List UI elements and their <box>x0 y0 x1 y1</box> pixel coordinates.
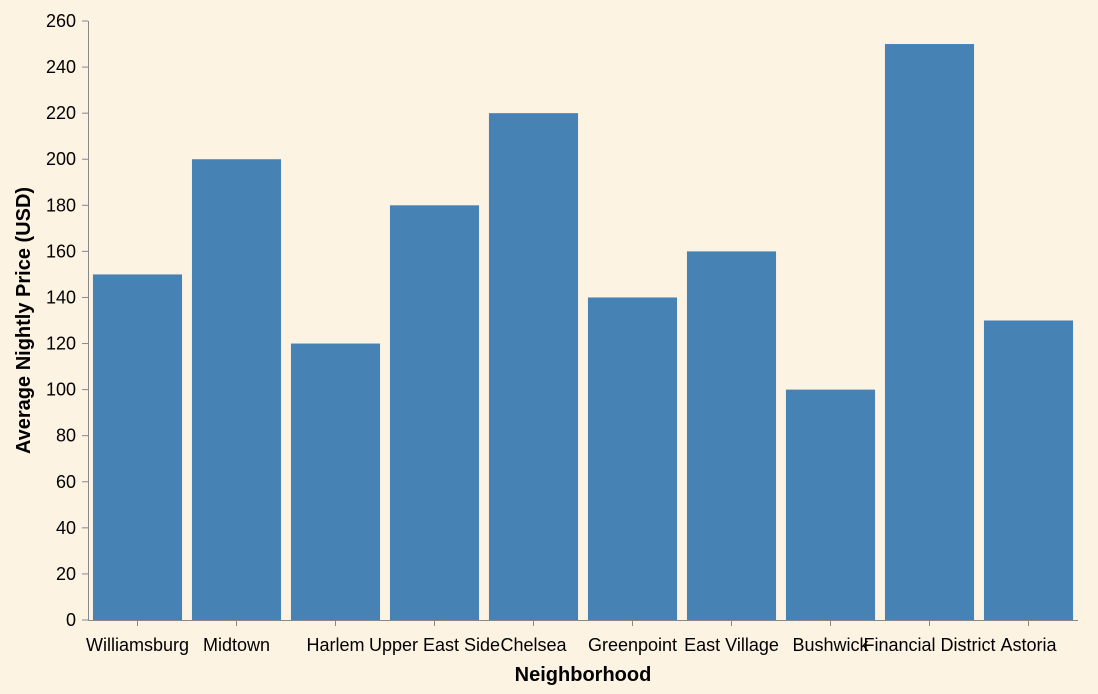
bar-greenpoint <box>587 297 678 620</box>
y-tick-label: 140 <box>46 287 76 307</box>
y-tick-label: 160 <box>46 241 76 261</box>
bar-upper-east-side <box>389 205 480 621</box>
y-tick-label: 100 <box>46 380 76 400</box>
bars-group <box>92 44 1074 621</box>
x-tick-label: Financial District <box>863 635 995 655</box>
y-tick-label: 240 <box>46 57 76 77</box>
bar-east-village <box>686 251 777 620</box>
y-tick-label: 80 <box>56 426 76 446</box>
x-tick-label: Upper East Side <box>369 635 500 655</box>
y-tick-label: 0 <box>66 610 76 630</box>
bar-bushwick <box>785 389 876 620</box>
x-tick-label: Chelsea <box>500 635 567 655</box>
x-tick-label: Midtown <box>203 635 270 655</box>
y-tick-label: 120 <box>46 334 76 354</box>
x-tick-label: Bushwick <box>792 635 869 655</box>
bar-harlem <box>290 343 381 620</box>
x-tick-label: Astoria <box>1000 635 1057 655</box>
y-tick-label: 40 <box>56 518 76 538</box>
bar-williamsburg <box>92 274 183 620</box>
x-axis: Williamsburg Midtown Harlem Upper East Side… <box>86 620 1078 655</box>
y-axis-title: Average Nightly Price (USD) <box>13 187 35 454</box>
y-tick-label: 200 <box>46 149 76 169</box>
x-tick-label: East Village <box>684 635 779 655</box>
bar-chelsea <box>488 113 579 621</box>
y-tick-label: 180 <box>46 195 76 215</box>
y-tick-label: 20 <box>56 564 76 584</box>
x-tick-label: Williamsburg <box>86 635 189 655</box>
x-tick-label: Harlem <box>306 635 364 655</box>
bar-midtown <box>191 159 282 620</box>
x-tick-label: Greenpoint <box>588 635 677 655</box>
bar-astoria <box>983 320 1074 620</box>
y-tick-label: 260 <box>46 11 76 31</box>
y-tick-label: 60 <box>56 472 76 492</box>
bar-financial-district <box>884 44 975 621</box>
y-tick-label: 220 <box>46 103 76 123</box>
x-axis-title: Neighborhood <box>515 664 652 686</box>
y-axis: 0 20 40 60 80 100 120 140 160 180 200 220 240 260 <box>46 11 89 630</box>
